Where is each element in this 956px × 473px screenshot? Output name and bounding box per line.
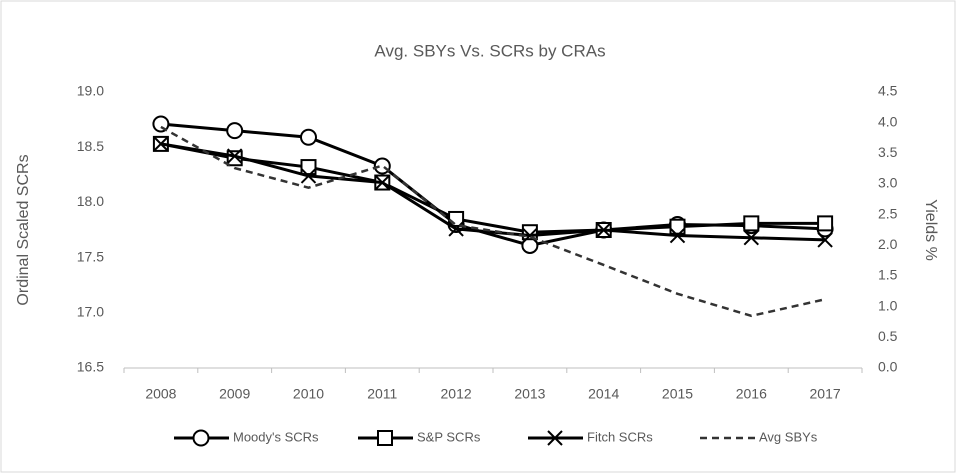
marker	[595, 222, 612, 238]
marker	[300, 159, 317, 176]
x-tick-label: 2008	[145, 386, 176, 402]
y2-tick-label: 3.5	[878, 144, 898, 160]
series-line	[160, 142, 826, 234]
x-tick-label: 2013	[514, 386, 545, 402]
y2-tick-label: 2.5	[878, 205, 898, 221]
marker	[374, 174, 391, 191]
x-tick-label: 2014	[588, 386, 619, 402]
marker	[669, 218, 686, 235]
y-tick-label: 17.0	[77, 304, 104, 320]
x-tick-label: 2009	[219, 386, 250, 402]
marker	[547, 430, 563, 446]
y2-tick-label: 1.5	[878, 267, 898, 283]
y-tick-label: 19.0	[77, 83, 104, 99]
legend-label: Fitch SCRs	[587, 429, 653, 444]
y-tick-label: 18.5	[77, 138, 104, 154]
y-tick-label: 17.5	[77, 248, 104, 264]
y2-tick-label: 0.5	[878, 328, 898, 344]
marker	[226, 148, 243, 164]
series-line	[160, 142, 826, 242]
marker	[743, 215, 760, 232]
marker	[377, 430, 393, 446]
y2-tick-label: 2.0	[878, 236, 898, 252]
y-axis-label: Ordinal Scaled SCRs	[15, 154, 32, 305]
marker	[300, 168, 317, 184]
chart-title: Avg. SBYs Vs. SCRs by CRAs	[374, 41, 605, 60]
marker	[817, 215, 834, 232]
y2-tick-label: 1.0	[878, 297, 898, 313]
x-tick-label: 2012	[441, 386, 472, 402]
marker	[817, 232, 833, 248]
y-tick-label: 16.5	[77, 359, 104, 375]
marker	[743, 230, 760, 246]
x-tick-label: 2011	[367, 386, 397, 402]
legend-label: Avg SBYs	[759, 429, 818, 444]
x-tick-label: 2010	[293, 386, 324, 402]
y2-axis-label: Yields %	[922, 199, 939, 261]
x-tick-label: 2016	[736, 386, 767, 402]
series-line	[160, 125, 826, 318]
x-tick-label: 2015	[662, 386, 693, 402]
marker	[522, 227, 538, 244]
y-tick-label: 18.0	[77, 193, 104, 209]
legend-label: Moody's SCRs	[233, 429, 319, 444]
marker	[192, 429, 210, 447]
legend-label: S&P SCRs	[417, 429, 481, 444]
y2-tick-label: 4.5	[878, 83, 898, 99]
marker	[153, 136, 169, 152]
marker	[669, 227, 686, 244]
marker	[300, 128, 317, 146]
y2-tick-label: 0.0	[878, 359, 898, 375]
x-tick-label: 2017	[810, 386, 841, 402]
marker	[226, 122, 244, 140]
y2-tick-label: 3.0	[878, 175, 898, 191]
y2-tick-label: 4.0	[878, 113, 898, 129]
marker	[448, 221, 464, 237]
